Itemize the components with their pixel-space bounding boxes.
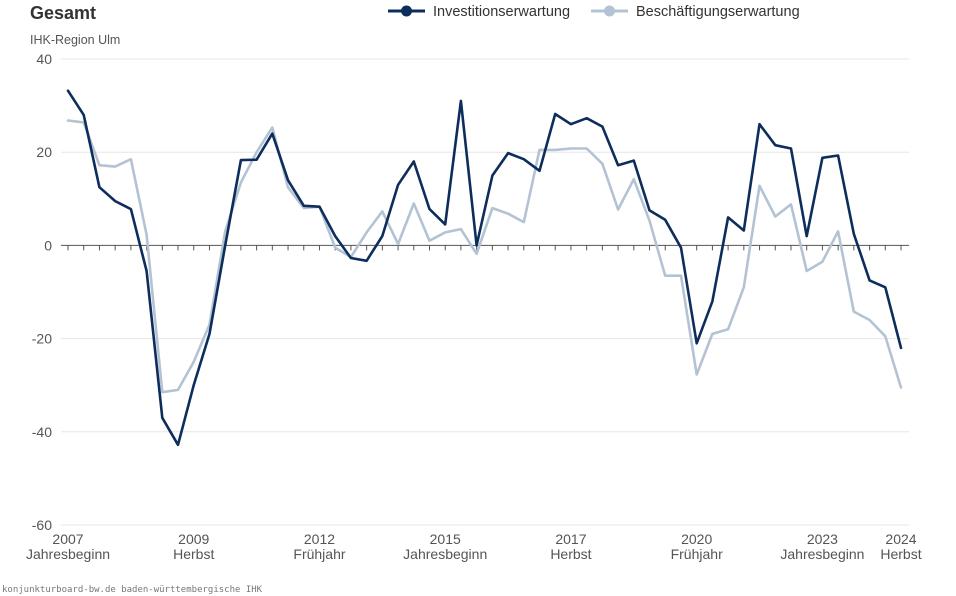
x-tick-period: Frühjahr [671,546,723,562]
x-tick-period: Jahresbeginn [403,546,487,562]
y-tick-label: -60 [32,517,52,533]
legend-marker-icon [604,5,615,17]
x-tick-year: 2012 [304,531,335,547]
legend-label: Investitionserwartung [433,4,570,20]
y-tick-label: -20 [32,331,52,347]
x-tick-year: 2023 [807,531,838,547]
x-tick-year: 2015 [430,531,461,547]
x-tick-year: 2020 [681,531,712,547]
x-tick-year: 2017 [555,531,586,547]
x-tick-period: Frühjahr [293,546,345,562]
x-tick-period: Jahresbeginn [780,546,864,562]
x-tick-period: Herbst [880,546,921,562]
y-tick-label: 0 [44,237,52,253]
grid-lines [61,58,909,526]
x-axis: 2007Jahresbeginn2009Herbst2012Frühjahr20… [26,245,922,562]
chart-legend: Investitionserwartung Beschäftigungserwar… [388,4,800,20]
x-tick-period: Herbst [173,546,214,562]
y-axis: 40 20 0 -20 -40 -60 [32,51,52,533]
y-tick-label: -40 [32,424,52,440]
legend-marker-icon [401,5,412,17]
chart-title: Gesamt [30,3,96,23]
x-tick-year: 2007 [52,531,83,547]
y-tick-label: 20 [36,144,52,160]
legend-label: Beschäftigungserwartung [636,4,800,20]
x-tick-period: Jahresbeginn [26,546,110,562]
x-tick-period: Herbst [550,546,591,562]
legend-item-investitionserwartung[interactable]: Investitionserwartung [388,4,570,20]
x-tick-year: 2024 [885,531,916,547]
chart-subtitle: IHK-Region Ulm [30,33,120,47]
source-footer: konjunkturboard-bw.de baden-württembergi… [2,585,263,595]
x-tick-year: 2009 [178,531,209,547]
series-layer [66,89,903,447]
legend-item-beschäftigungserwartung[interactable]: Beschäftigungserwartung [591,4,800,20]
series-line-beschäftigungserwartung [66,119,903,394]
y-tick-label: 40 [36,51,52,67]
series-line-investitionserwartung [66,89,903,447]
